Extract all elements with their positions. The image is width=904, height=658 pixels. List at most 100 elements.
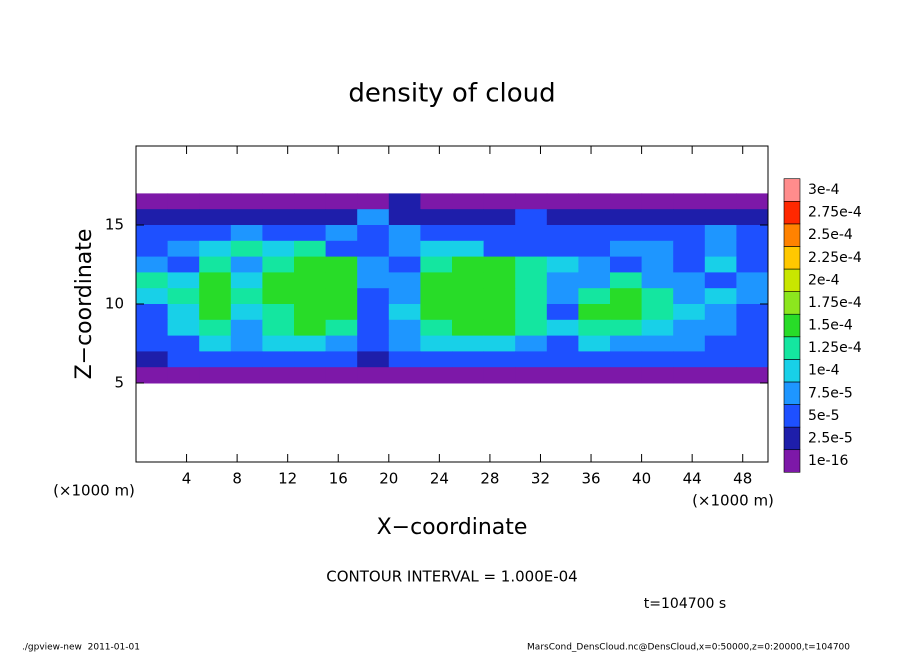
field-cell	[641, 256, 674, 273]
y-tick-label: 15	[105, 216, 124, 234]
field-cell	[357, 351, 390, 368]
field-cell	[420, 367, 453, 384]
field-cell	[325, 240, 358, 258]
colorbar-box	[783, 426, 801, 451]
field-cell	[420, 272, 453, 289]
field-cell	[515, 209, 548, 226]
field-cell	[167, 319, 200, 337]
y-tick-label: 10	[105, 295, 124, 313]
field-cell	[167, 256, 200, 273]
field-cell	[136, 288, 169, 305]
field-cell	[357, 240, 390, 258]
field-cell	[388, 193, 421, 210]
field-cell	[452, 272, 485, 289]
field-cell	[167, 193, 200, 210]
field-cell	[736, 304, 769, 321]
colorbar-label: 2.5e-4	[808, 227, 853, 243]
field-cell	[199, 225, 232, 242]
field-cell	[136, 272, 169, 289]
field-cell	[673, 225, 706, 242]
field-cell	[515, 256, 548, 273]
field-cell	[578, 272, 611, 289]
field-cell	[230, 209, 263, 226]
colorbar-box	[783, 404, 801, 428]
field-cell	[515, 288, 548, 305]
field-cell	[357, 272, 390, 289]
field-cell	[325, 304, 358, 321]
field-cell	[452, 351, 485, 368]
field-cell	[357, 288, 390, 305]
field-cell	[483, 319, 516, 337]
field-cell	[294, 288, 327, 305]
field-cell	[262, 304, 295, 321]
colorbar-label: 5e-5	[808, 408, 839, 424]
x-tick-label: 36	[581, 470, 600, 488]
field-cell	[515, 319, 548, 337]
field-cell	[136, 240, 169, 258]
field-cell	[325, 319, 358, 337]
field-cell	[452, 335, 485, 352]
x-tick-label: 20	[379, 470, 398, 488]
field-cell	[578, 288, 611, 305]
field-cell	[704, 319, 737, 337]
colorbar-label: 2.25e-4	[808, 250, 862, 266]
colorbar-box	[783, 246, 801, 270]
field-cell	[515, 240, 548, 258]
field-cell	[515, 272, 548, 289]
field-cell	[262, 288, 295, 305]
field-cell	[167, 367, 200, 384]
field-cell	[610, 256, 643, 273]
field-cell	[673, 193, 706, 210]
field-cell	[262, 225, 295, 242]
field-cell	[452, 256, 485, 273]
field-cell	[357, 319, 390, 337]
field-cell	[262, 256, 295, 273]
field-cell	[610, 272, 643, 289]
field-cell	[736, 335, 769, 352]
x-unit-label: (×1000 m)	[692, 492, 774, 510]
field-cell	[610, 319, 643, 337]
field-cell	[230, 335, 263, 352]
field-cell	[452, 319, 485, 337]
colorbar-label: 1e-4	[808, 363, 840, 379]
field-cell	[673, 209, 706, 226]
x-axis-label: X−coordinate	[377, 515, 528, 540]
field-cell	[420, 193, 453, 210]
colorbar-label: 3e-4	[808, 182, 840, 198]
field-cell	[325, 225, 358, 242]
y-tick-label: 5	[114, 374, 124, 392]
field-cell	[578, 304, 611, 321]
axes: 4 8 12 16 20 24 28 32 36 40 44 48510151e-162.5e-55e…	[105, 145, 862, 488]
colorbar-label: 7.5e-5	[808, 385, 853, 401]
field-cell	[420, 319, 453, 337]
field-cell	[704, 256, 737, 273]
field-cell	[610, 225, 643, 242]
field-cell	[420, 225, 453, 242]
field-cell	[483, 225, 516, 242]
colorbar-box	[783, 313, 801, 338]
field-cell	[546, 351, 579, 368]
field-cell	[578, 193, 611, 210]
field-cell	[704, 351, 737, 368]
field-cell	[325, 288, 358, 305]
x-tick-label: 24	[430, 470, 449, 488]
footer-right: MarsCond_DensCloud.nc@DensCloud,x=0:5000…	[527, 643, 850, 653]
field-cell	[452, 209, 485, 226]
field-cell	[325, 351, 358, 368]
field-cell	[704, 335, 737, 352]
field-cell	[199, 304, 232, 321]
field-cell	[388, 367, 421, 384]
colorbar-label: 1.5e-4	[808, 318, 853, 334]
field-cell	[230, 272, 263, 289]
field-cell	[388, 304, 421, 321]
field-cell	[546, 225, 579, 242]
field-cell	[673, 335, 706, 352]
field-cell	[262, 193, 295, 210]
field-cell	[736, 209, 769, 226]
field-cell	[515, 367, 548, 384]
colorbar-box	[783, 359, 801, 383]
field-cell	[452, 225, 485, 242]
field-cell	[641, 193, 674, 210]
field-cell	[641, 335, 674, 352]
